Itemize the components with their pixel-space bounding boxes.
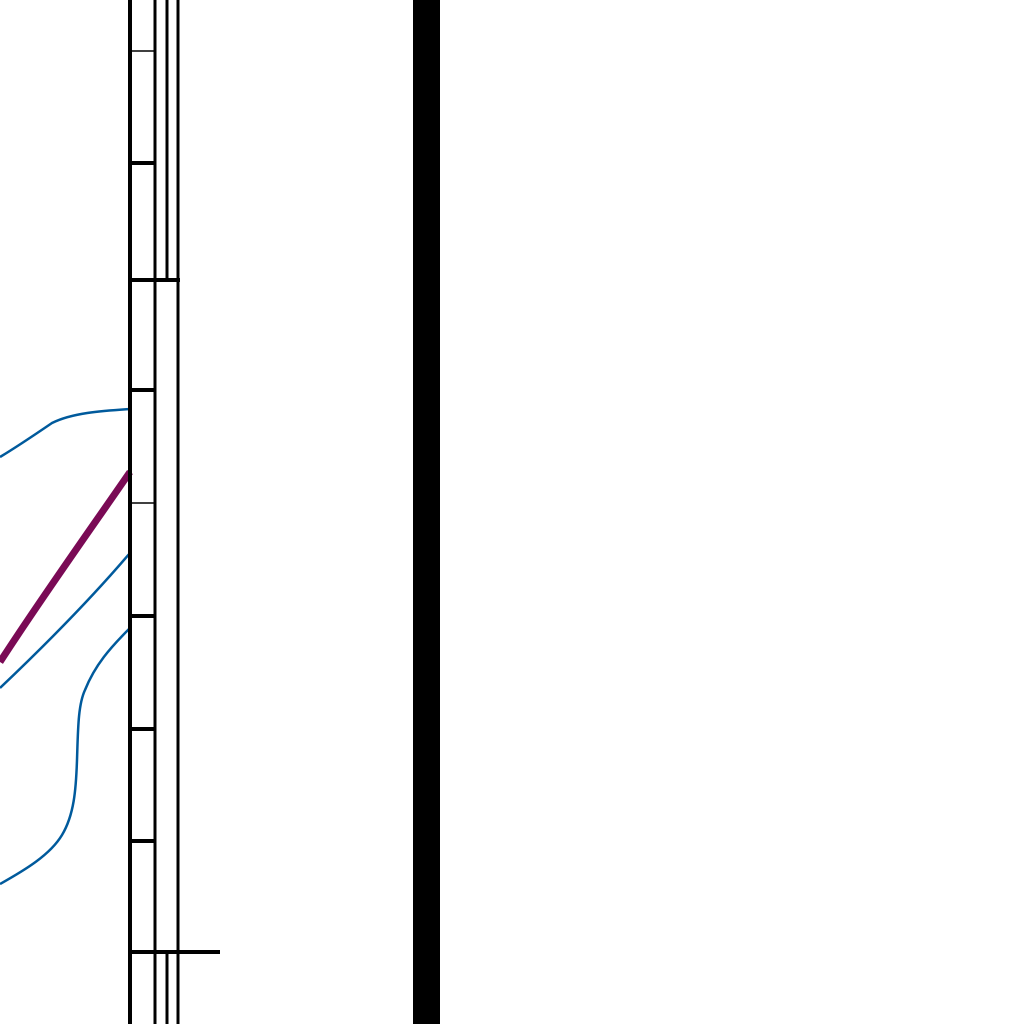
route-line [0,470,133,664]
contour-line-middle [0,552,131,689]
neatline [128,0,180,1024]
boundary-bar [413,0,440,1024]
scale-ticks [130,50,220,954]
contour-line-upper [0,407,131,459]
contour-line-lower [0,627,131,886]
contour-lines [0,407,131,886]
